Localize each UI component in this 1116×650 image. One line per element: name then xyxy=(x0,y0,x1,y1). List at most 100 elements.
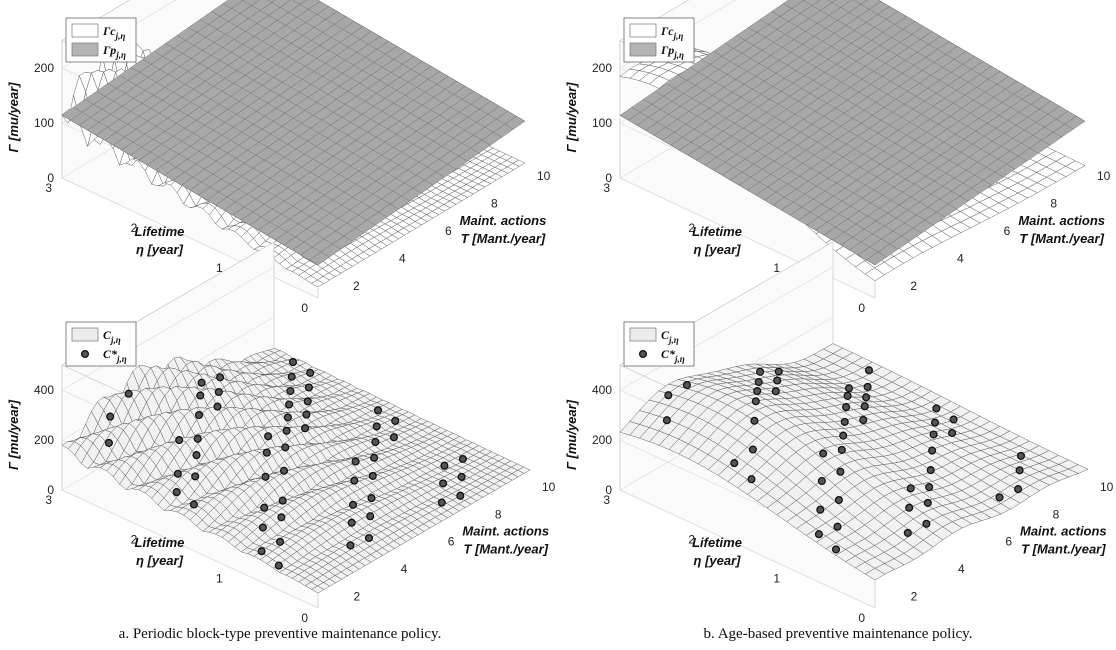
t-axis-label-2: T [Mant./year] xyxy=(461,231,546,246)
plane-gridline xyxy=(771,11,1027,162)
optimum-point xyxy=(928,446,937,455)
optimum-point xyxy=(283,413,292,422)
z-axis-label: Γ [mu/year] xyxy=(564,399,579,470)
z-gridline xyxy=(61,489,319,609)
plane-gridline xyxy=(119,75,376,226)
eta-axis-label-1: Lifetime xyxy=(135,535,185,550)
optimum-point xyxy=(193,434,202,443)
plane-mesh xyxy=(61,0,526,266)
t-tick-label: 4 xyxy=(401,562,408,576)
z-gridline xyxy=(619,266,834,391)
t-tick-label: 8 xyxy=(491,197,498,211)
optimum-point xyxy=(730,459,739,468)
optimum-point xyxy=(1014,485,1023,494)
plane-gridline xyxy=(654,91,911,242)
plane-gridline xyxy=(802,0,1051,146)
optimum-point xyxy=(864,366,874,375)
optimum-point xyxy=(257,547,266,556)
plane-gridline xyxy=(73,107,330,258)
legend-swatch xyxy=(629,23,657,38)
optimum-point xyxy=(906,484,915,493)
eta-tick-label: 3 xyxy=(603,181,610,195)
plane-gridline xyxy=(643,99,899,250)
optimum-point xyxy=(754,377,763,387)
axes: 0 200 400 0 1 2 3 2 4 6 8 10 Γ [mu/year] Lifetime η [y… xyxy=(6,383,556,625)
plane-gridline xyxy=(759,19,1016,170)
surface-cell xyxy=(311,585,325,594)
eta-tick-label: 0 xyxy=(301,611,308,625)
plane-gridline xyxy=(96,91,353,242)
t-tick-label: 2 xyxy=(354,589,361,603)
legend-swatch xyxy=(629,42,657,57)
optimum-point xyxy=(389,433,398,442)
optimum-point xyxy=(437,498,446,507)
z-gridline xyxy=(61,266,275,391)
optimum-point xyxy=(859,415,868,425)
legend-swatch xyxy=(629,327,657,342)
optimum-point xyxy=(213,402,222,411)
t-tick-label: 6 xyxy=(1005,535,1012,549)
optimum-point xyxy=(842,403,851,412)
legend-swatch xyxy=(71,23,99,38)
optimum-point xyxy=(288,358,298,367)
eta-axis-label-1: Lifetime xyxy=(692,224,742,239)
optimum-point xyxy=(189,500,198,509)
z-gridline xyxy=(619,489,876,609)
axes: 0 100 200 0 1 2 3 2 4 6 8 10 Γ [mu/year] Lifetime η [y… xyxy=(6,61,551,315)
optimum-point xyxy=(278,496,287,505)
t-axis-label-1: Maint. actions xyxy=(460,213,547,228)
optimum-point xyxy=(277,513,286,522)
plane-gridline xyxy=(878,0,1086,122)
legend-swatch xyxy=(71,42,99,57)
optimum-point xyxy=(995,493,1004,502)
eta-tick-label: 2 xyxy=(688,221,695,235)
panel-b-top: 0 100 200 0 1 2 3 2 4 6 8 10 Γ [mu/year] Lifetime η [y… xyxy=(564,0,1111,315)
optimum-point xyxy=(948,428,957,438)
optimum-point xyxy=(662,416,671,425)
t-axis-label-1: Maint. actions xyxy=(1020,524,1107,539)
z-axis-label: Γ [mu/year] xyxy=(564,82,579,153)
optimum-point xyxy=(774,367,783,376)
optimum-point xyxy=(834,495,843,505)
plane-mesh xyxy=(619,0,1086,266)
plane-gridline xyxy=(736,35,992,186)
optimum-point xyxy=(287,372,296,381)
optimum-point xyxy=(347,518,356,527)
optimum-point xyxy=(925,483,934,492)
optimum-markers xyxy=(662,366,1026,554)
t-tick-label: 8 xyxy=(495,507,502,521)
z-tick-label: 200 xyxy=(592,61,612,75)
z-tick-label: 200 xyxy=(592,433,612,447)
z-tick-label: 0 xyxy=(47,483,54,497)
optimum-point xyxy=(682,380,691,390)
optimum-point xyxy=(922,519,931,528)
optimum-point xyxy=(262,448,271,457)
plane-gridline xyxy=(724,43,981,194)
caption-b: b. Age-based preventive maintenance poli… xyxy=(704,626,973,642)
z-tick-label: 100 xyxy=(592,116,612,130)
optimum-point xyxy=(261,472,270,481)
plane-gridline xyxy=(222,3,480,154)
t-tick-label: 10 xyxy=(1100,480,1114,494)
t-tick-label: 4 xyxy=(957,252,964,266)
t-tick-label: 8 xyxy=(1050,197,1057,211)
eta-axis-label-1: Lifetime xyxy=(692,535,742,550)
optimum-point xyxy=(833,522,842,531)
legend-swatch xyxy=(71,327,99,342)
optimum-point xyxy=(346,541,355,550)
optimum-point xyxy=(216,373,225,382)
optimum-point xyxy=(194,410,204,420)
optimum-point xyxy=(1016,451,1026,460)
t-axis-label-1: Maint. actions xyxy=(1018,213,1105,228)
optimum-point xyxy=(196,391,205,400)
eta-axis-label-2: η [year] xyxy=(136,242,184,257)
eta-axis-label-2: η [year] xyxy=(136,553,184,568)
optimum-point xyxy=(364,533,374,543)
eta-tick-label: 2 xyxy=(131,221,138,235)
t-tick-label: 4 xyxy=(399,252,406,266)
optimum-point xyxy=(840,417,849,426)
plane-gridline xyxy=(199,19,457,170)
optimum-point xyxy=(905,503,914,512)
legend: Γcj,η Γpj,η xyxy=(65,17,137,63)
legend-label: C*j,η xyxy=(661,347,685,364)
